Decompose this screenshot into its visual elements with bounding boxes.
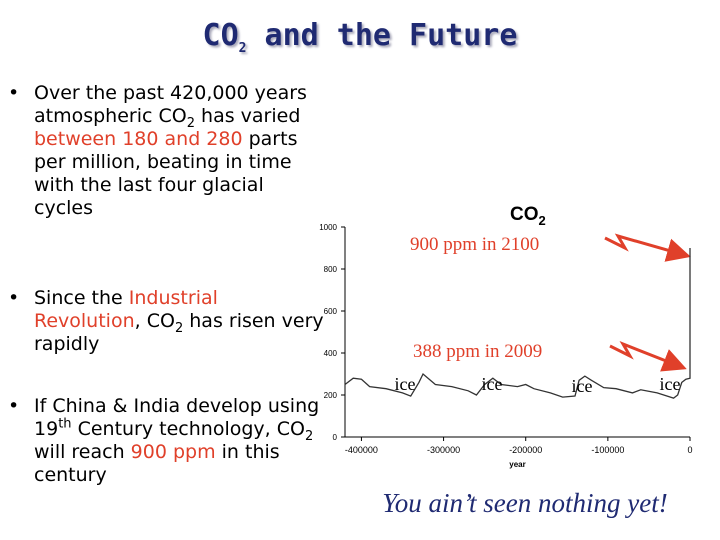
text-segment: between 180 and 280 xyxy=(34,128,243,150)
co2-line xyxy=(344,248,691,399)
y-tick-label: 400 xyxy=(324,349,338,358)
period-label: ice xyxy=(482,374,503,394)
y-tick-label: 1000 xyxy=(319,223,337,232)
arrow xyxy=(609,341,687,372)
series-label: CO2 xyxy=(510,204,546,228)
tagline: You ain’t seen nothing yet! xyxy=(382,488,668,518)
text-segment: If China & India develop using 19 xyxy=(34,395,320,440)
text-segment: 2 xyxy=(304,428,314,444)
x-tick-label: -100000 xyxy=(591,445,624,455)
text-segment: 2 xyxy=(238,41,247,56)
text-segment: has varied xyxy=(195,105,301,127)
arrow xyxy=(604,233,691,262)
text-segment: , CO xyxy=(134,310,175,332)
text-segment: will reach xyxy=(34,441,131,463)
annotation: 388 ppm in 2009 xyxy=(413,341,542,362)
bullet: If China & India develop using 19th Cent… xyxy=(8,395,326,487)
text-segment: has risen very rapidly xyxy=(34,310,324,355)
text-segment: parts per million, beating in time with … xyxy=(34,128,298,219)
x-tick-label: -300000 xyxy=(427,445,460,455)
bullet: Since the Industrial Revolution, CO2 has… xyxy=(8,287,326,356)
text-segment: CO xyxy=(202,18,239,53)
text-segment: 2 xyxy=(174,320,184,336)
text-segment: 2 xyxy=(186,115,195,131)
text-segment: CO xyxy=(510,204,539,225)
text-segment: Century technology, CO xyxy=(71,418,305,440)
period-label: ice xyxy=(660,374,681,394)
x-tick-label: -200000 xyxy=(509,445,542,455)
text-segment: th xyxy=(58,416,72,432)
y-tick-label: 800 xyxy=(324,265,338,274)
text-segment: Since the xyxy=(34,287,129,309)
text-segment: Industrial Revolution xyxy=(34,287,218,332)
slide-title: CO2 and the Future xyxy=(0,18,720,56)
annotation: 900 ppm in 2100 xyxy=(410,234,539,255)
text-segment: in this century xyxy=(34,441,280,486)
text-segment: and the Future xyxy=(246,18,518,53)
x-axis-label: year xyxy=(509,460,525,469)
y-tick-label: 200 xyxy=(324,391,338,400)
period-label: ice xyxy=(572,376,593,396)
text-segment: 2 xyxy=(539,213,546,228)
period-label: ice xyxy=(395,374,416,394)
x-tick-label: 0 xyxy=(687,445,692,455)
text-segment: Over the past 420,000 years atmospheric … xyxy=(34,82,307,127)
y-tick-label: 0 xyxy=(333,433,338,442)
bullet: Over the past 420,000 years atmospheric … xyxy=(8,82,326,220)
y-tick-label: 600 xyxy=(324,307,338,316)
text-segment: 900 ppm xyxy=(130,441,216,463)
x-tick-label: -400000 xyxy=(345,445,378,455)
